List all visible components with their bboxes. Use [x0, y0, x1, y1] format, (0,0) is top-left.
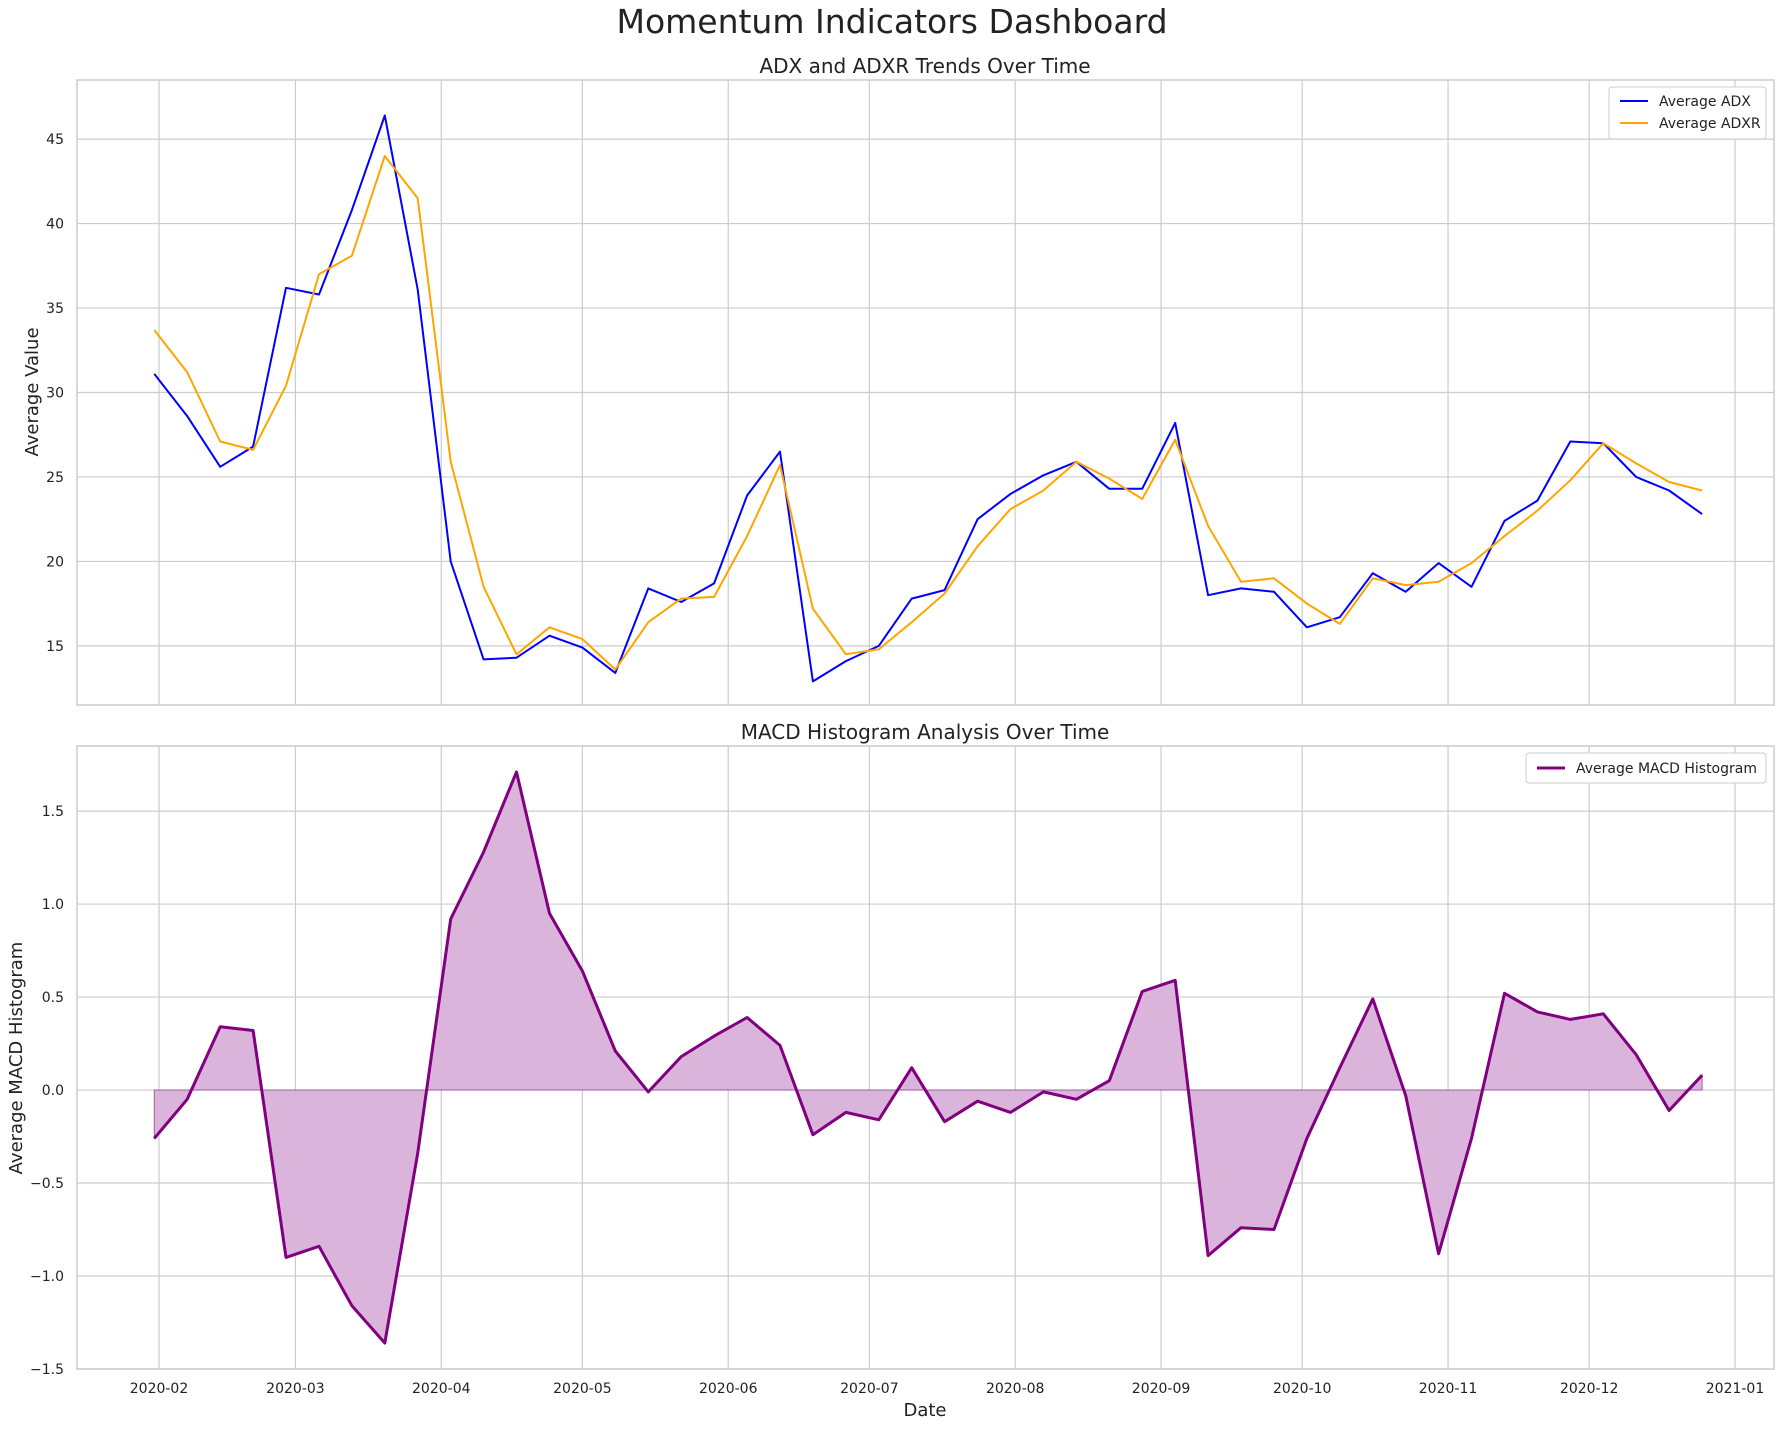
macd-y-tick-label: 0.5	[42, 990, 64, 1006]
x-tick-label: 2020-06	[699, 1381, 758, 1397]
adx-y-tick-label: 15	[46, 639, 64, 655]
macd-legend-label: Average MACD Histogram	[1576, 761, 1757, 777]
macd-legend-box	[1525, 752, 1767, 784]
adx-axes-frame	[76, 79, 1775, 706]
adxr-line	[153, 155, 1703, 671]
adx-y-tick-label: 20	[46, 554, 64, 570]
x-tick-label: 2020-07	[840, 1381, 899, 1397]
macd-y-tick-label: 1.0	[42, 897, 64, 913]
adx-y-tick-label: 25	[46, 470, 64, 486]
x-axis-label: Date	[903, 1400, 946, 1421]
macd-y-tick-label: −1.5	[30, 1362, 64, 1378]
macd-series	[153, 770, 1704, 1345]
x-tick-label: 2020-08	[986, 1381, 1045, 1397]
adx-legend: Average ADX Average ADXR	[1608, 86, 1767, 140]
macd-panel: MACD Histogram Analysis Over Time Averag…	[6, 720, 1775, 1421]
adxr-legend-label: Average ADXR	[1659, 116, 1761, 132]
macd-y-tick-label: −1.0	[30, 1269, 64, 1285]
adx-y-tick-label: 40	[46, 217, 64, 233]
x-ticks: 2020-02 2020-03 2020-04 2020-05 2020-06 2020-…	[130, 1381, 1765, 1397]
macd-area	[153, 770, 1703, 1345]
x-tick-label: 2020-04	[412, 1381, 471, 1397]
adx-legend-label: Average ADX	[1659, 94, 1751, 110]
macd-y-tick-label: 0.0	[42, 1083, 64, 1099]
adx-legend-box	[1608, 86, 1767, 140]
adx-y-tick-label: 45	[46, 132, 64, 148]
x-tick-label: 2020-10	[1273, 1381, 1332, 1397]
adx-gridlines	[77, 80, 1774, 705]
adx-panel: ADX and ADXR Trends Over Time Average Va…	[22, 54, 1775, 706]
adx-y-tick-label: 35	[46, 301, 64, 317]
x-tick-label: 2020-05	[553, 1381, 612, 1397]
adx-series	[153, 114, 1703, 683]
x-tick-label: 2020-12	[1560, 1381, 1619, 1397]
x-tick-label: 2020-02	[130, 1381, 189, 1397]
macd-y-tick-label: −0.5	[30, 1176, 64, 1192]
adx-chart-title: ADX and ADXR Trends Over Time	[759, 54, 1090, 78]
adx-line	[153, 114, 1703, 683]
macd-line	[153, 770, 1704, 1345]
x-tick-label: 2020-11	[1419, 1381, 1478, 1397]
macd-axes-frame	[76, 745, 1775, 1370]
adx-y-axis-label: Average Value	[22, 327, 43, 456]
macd-y-tick-label: 1.5	[42, 804, 64, 820]
x-tick-label: 2021-01	[1706, 1381, 1765, 1397]
macd-chart-title: MACD Histogram Analysis Over Time	[741, 720, 1110, 744]
x-tick-label: 2020-03	[266, 1381, 325, 1397]
x-tick-label: 2020-09	[1132, 1381, 1191, 1397]
macd-y-ticks: 1.5 1.0 0.5 0.0 −0.5 −1.0 −1.5	[30, 804, 64, 1378]
adx-y-tick-label: 30	[46, 386, 64, 402]
macd-legend: Average MACD Histogram	[1525, 752, 1767, 784]
macd-y-axis-label: Average MACD Histogram	[6, 942, 27, 1175]
dashboard-title: Momentum Indicators Dashboard	[616, 2, 1168, 41]
adx-y-ticks: 15 20 25 30 35 40 45	[46, 132, 64, 655]
